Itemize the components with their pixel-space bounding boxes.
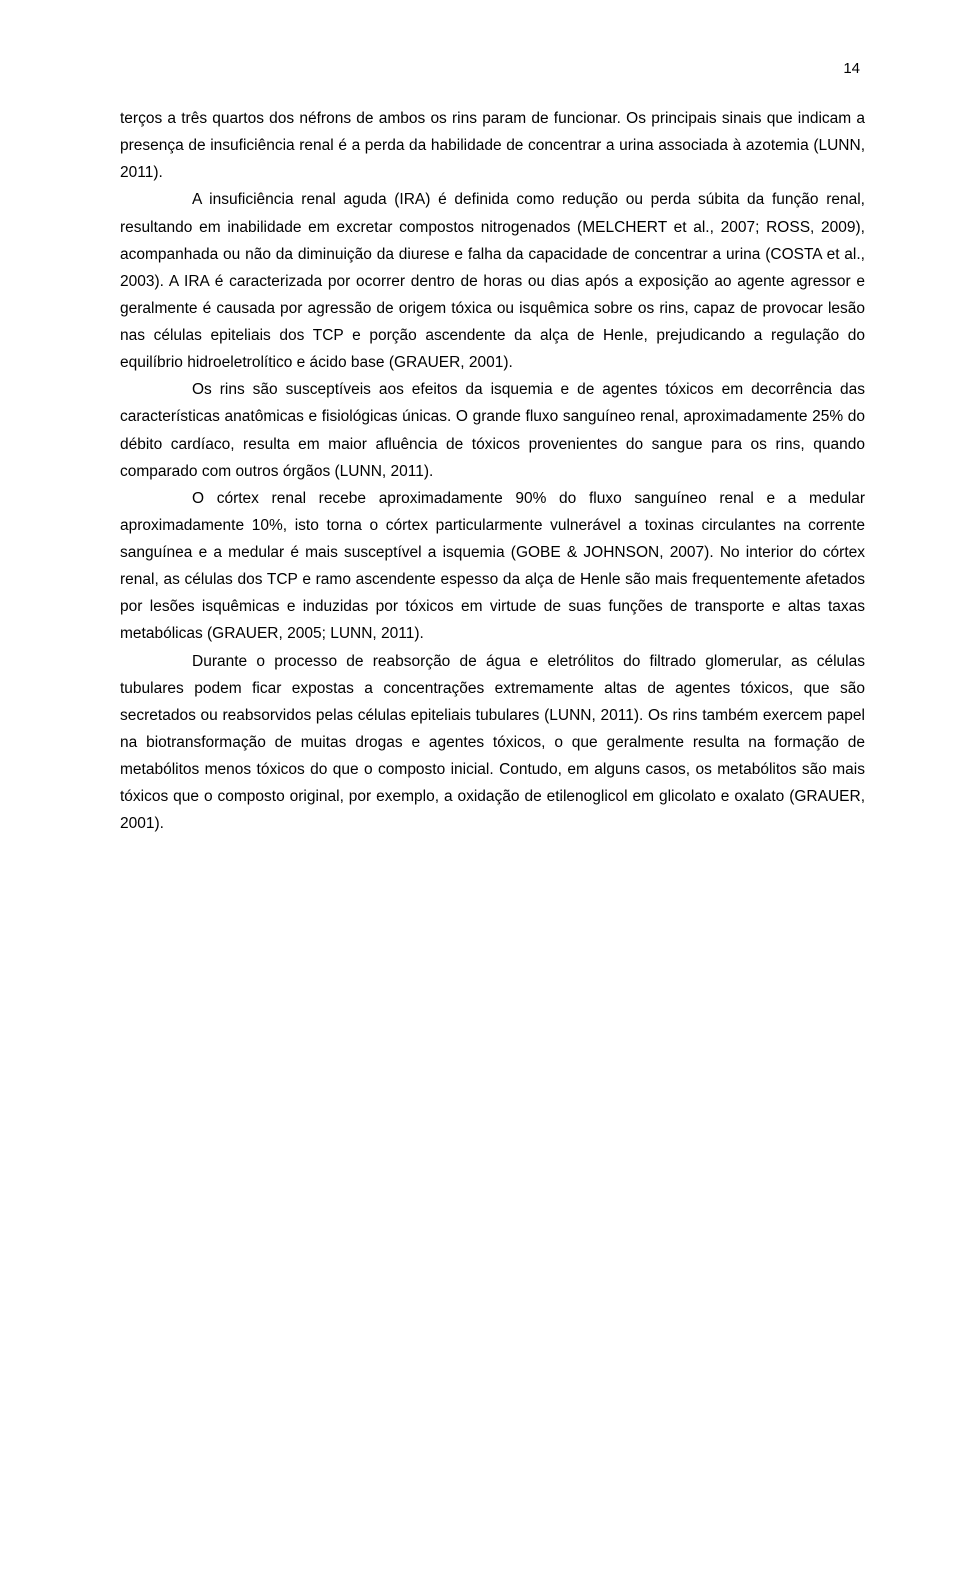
paragraph-2: A insuficiência renal aguda (IRA) é defi…: [120, 186, 865, 376]
page-number: 14: [120, 60, 865, 77]
paragraph-4: O córtex renal recebe aproximadamente 90…: [120, 485, 865, 648]
paragraph-5: Durante o processo de reabsorção de água…: [120, 648, 865, 838]
paragraph-3: Os rins são susceptíveis aos efeitos da …: [120, 376, 865, 485]
paragraph-1: terços a três quartos dos néfrons de amb…: [120, 105, 865, 186]
